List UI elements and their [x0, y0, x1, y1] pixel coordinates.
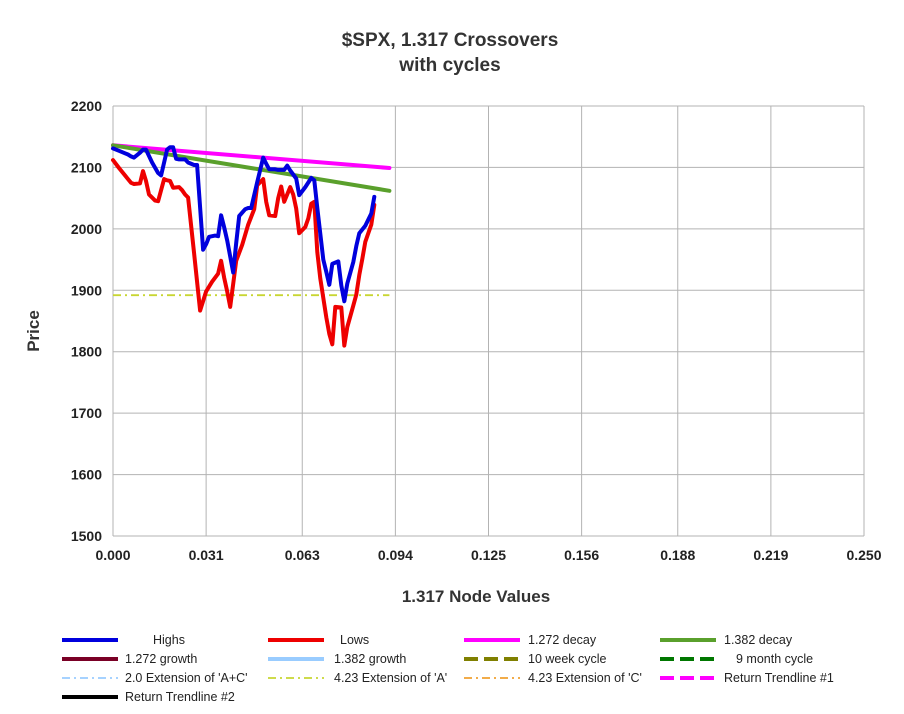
series-line-1-272-decay — [111, 143, 392, 170]
plot-area — [111, 143, 392, 348]
x-tick-label: 0.188 — [660, 547, 695, 563]
legend-label-10-week-cycle: 10 week cycle — [528, 652, 607, 666]
x-tick-label: 0.094 — [378, 547, 413, 563]
legend-label-2-0-extension-of-a-c: 2.0 Extension of 'A+C' — [125, 671, 248, 685]
y-tick-label: 2200 — [71, 98, 102, 114]
axis-ticks: 1500 1600 1700 1800 1900 2000 2100 2200 0.000 0.0… — [71, 98, 882, 563]
x-axis-title: 1.317 Node Values — [402, 587, 550, 606]
legend-label-1-382-growth: 1.382 growth — [334, 652, 406, 666]
series-line-1-382-decay — [111, 143, 392, 193]
legend-label-1-272-decay: 1.272 decay — [528, 633, 597, 647]
y-tick-label: 1800 — [71, 344, 102, 360]
legend-label-return-trendline-2: Return Trendline #2 — [125, 690, 235, 704]
chart-title: $SPX, 1.317 Crossovers — [342, 30, 559, 51]
y-tick-label: 1600 — [71, 467, 102, 483]
y-tick-label: 1500 — [71, 528, 102, 544]
y-axis-title: Price — [24, 310, 43, 352]
y-tick-label: 2000 — [71, 221, 102, 237]
legend-label-return-trendline-1: Return Trendline #1 — [724, 671, 834, 685]
x-tick-label: 0.219 — [753, 547, 788, 563]
legend-label-1-272-growth: 1.272 growth — [125, 652, 197, 666]
legend: Highs Lows 1.272 decay 1.382 decay 1.272 gro… — [62, 633, 834, 704]
x-tick-label: 0.250 — [846, 547, 881, 563]
legend-label-highs: Highs — [153, 633, 185, 647]
legend-label-lows: Lows — [340, 633, 369, 647]
legend-label-4-23-extension-of-a: 4.23 Extension of 'A' — [334, 671, 447, 685]
x-tick-label: 0.063 — [285, 547, 320, 563]
y-tick-label: 2100 — [71, 159, 102, 175]
x-tick-label: 0.000 — [95, 547, 130, 563]
x-tick-label: 0.125 — [471, 547, 506, 563]
legend-label-4-23-extension-of-c: 4.23 Extension of 'C' — [528, 671, 642, 685]
series-line-lows — [111, 158, 377, 348]
y-tick-label: 1700 — [71, 405, 102, 421]
legend-label-9-month-cycle: 9 month cycle — [736, 652, 813, 666]
x-tick-label: 0.031 — [189, 547, 224, 563]
y-tick-label: 1900 — [71, 282, 102, 298]
legend-label-1-382-decay: 1.382 decay — [724, 633, 793, 647]
x-tick-label: 0.156 — [564, 547, 599, 563]
grid — [112, 105, 865, 537]
chart-subtitle: with cycles — [398, 55, 500, 76]
series-line-highs — [111, 145, 377, 304]
